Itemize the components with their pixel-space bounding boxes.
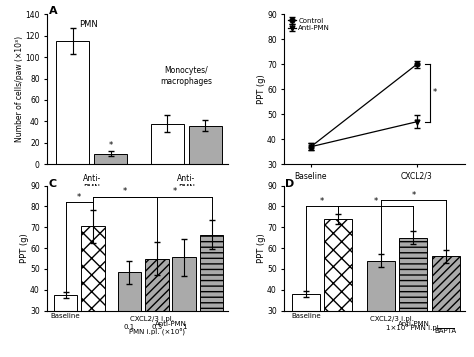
Bar [200,235,223,357]
Bar [432,256,460,357]
Bar [367,261,395,357]
Bar [94,154,127,164]
Y-axis label: PPT (g): PPT (g) [256,74,265,104]
Text: *: * [77,193,82,202]
Text: *: * [320,197,324,206]
Text: 1: 1 [182,323,186,330]
Text: *: * [109,141,113,150]
Text: *: * [123,187,127,196]
Bar [400,238,428,357]
Bar [173,257,196,357]
Bar [151,124,184,164]
Text: PMN: PMN [79,20,98,29]
Text: D: D [285,180,295,190]
Text: Baseline: Baseline [291,313,321,319]
Bar [54,295,77,357]
Text: *: * [173,187,177,196]
Bar [292,294,320,357]
Legend: Control, Anti-PMN: Control, Anti-PMN [288,18,330,31]
Bar [56,41,89,164]
Text: 0.1: 0.1 [124,323,135,330]
Text: *: * [374,197,378,206]
Text: PMN i.pl. (×10⁶): PMN i.pl. (×10⁶) [129,327,185,335]
Text: CXCL2/3 i.pl.: CXCL2/3 i.pl. [370,316,414,322]
Text: Monocytes/
macrophages: Monocytes/ macrophages [160,66,212,86]
Bar [145,258,169,357]
Text: CXCL2/3 i.pl.: CXCL2/3 i.pl. [130,316,174,322]
Text: Baseline: Baseline [51,313,81,319]
Text: C: C [48,180,56,190]
Bar [118,272,141,357]
Bar [81,226,105,357]
Y-axis label: PPT (g): PPT (g) [256,233,265,263]
Text: A: A [49,6,57,16]
Text: 0.3: 0.3 [151,323,163,330]
Bar [324,219,352,357]
Text: Anti-PMN: Anti-PMN [155,321,186,327]
Bar [189,126,222,164]
Text: *: * [433,89,437,97]
Y-axis label: Number of cells/paw (×10³): Number of cells/paw (×10³) [15,36,24,142]
Text: *: * [411,191,416,200]
Text: 1×10⁶ PMN i.pl.: 1×10⁶ PMN i.pl. [386,323,441,331]
Text: Anti-PMN: Anti-PMN [398,321,429,327]
Y-axis label: PPT (g): PPT (g) [19,233,28,263]
Text: BAPTA: BAPTA [435,328,457,334]
